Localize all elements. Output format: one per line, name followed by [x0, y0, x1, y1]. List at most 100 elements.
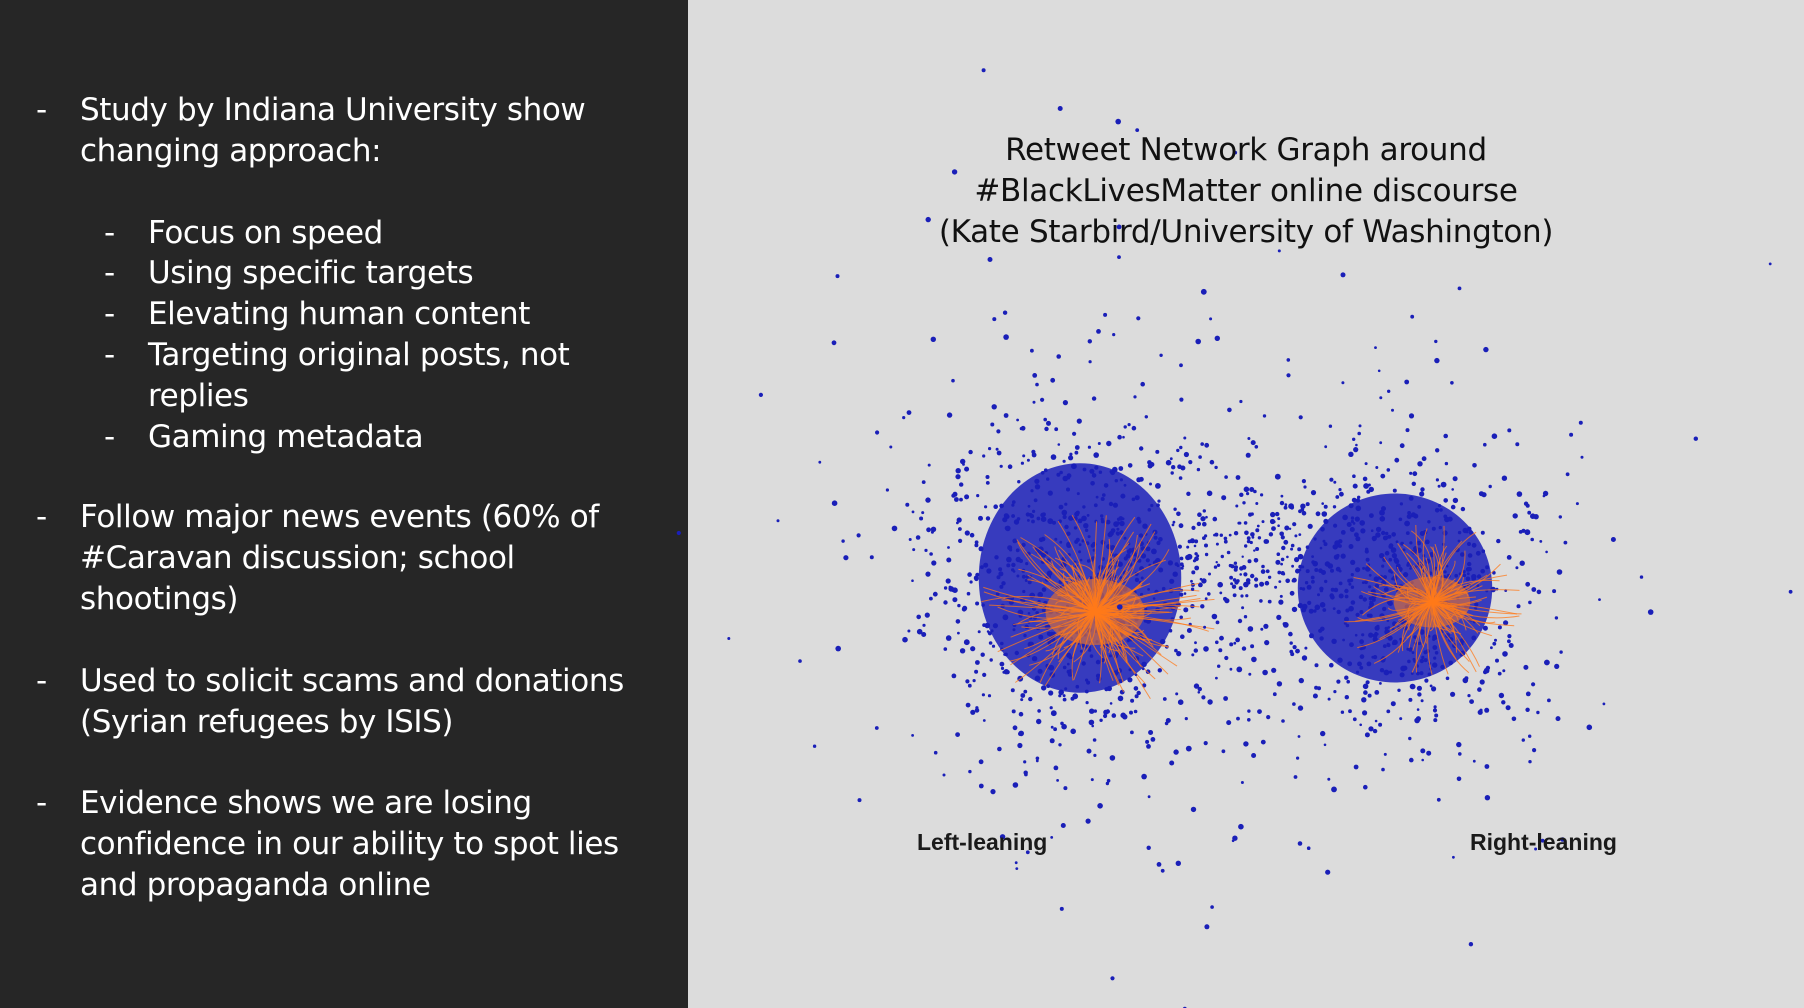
- network-node: [1073, 526, 1078, 530]
- network-node: [1028, 696, 1033, 702]
- network-node: [1050, 377, 1056, 383]
- network-node: [1245, 578, 1251, 583]
- network-node: [1209, 459, 1215, 465]
- network-node: [1354, 516, 1360, 522]
- network-node: [1324, 561, 1331, 567]
- network-node: [1344, 594, 1349, 599]
- network-node: [1400, 541, 1404, 546]
- network-node: [1058, 504, 1064, 510]
- network-node: [1323, 743, 1327, 747]
- network-node: [1025, 562, 1029, 566]
- network-node: [1234, 580, 1239, 585]
- network-node: [1457, 530, 1462, 535]
- network-node: [1071, 463, 1077, 470]
- network-node: [1179, 397, 1184, 402]
- network-node: [1395, 540, 1399, 544]
- network-node: [951, 169, 958, 175]
- network-node: [1012, 628, 1016, 632]
- network-node: [1540, 838, 1545, 843]
- network-node: [1407, 659, 1411, 664]
- network-node: [1147, 795, 1151, 799]
- network-node: [1135, 128, 1140, 133]
- network-node: [1197, 691, 1201, 694]
- network-node: [907, 629, 911, 633]
- network-node: [1352, 437, 1356, 441]
- network-node: [1245, 594, 1249, 598]
- network-node: [1501, 475, 1508, 481]
- network-node: [1409, 471, 1413, 475]
- network-node: [1243, 615, 1248, 619]
- network-node: [1200, 288, 1207, 295]
- sub-bullet-text: replies: [148, 378, 249, 414]
- network-node: [1313, 609, 1317, 613]
- network-node: [1179, 615, 1183, 620]
- network-node: [1323, 504, 1328, 509]
- network-node: [925, 216, 931, 223]
- network-node: [1275, 511, 1280, 517]
- network-node: [1168, 628, 1173, 633]
- network-node: [1386, 643, 1391, 648]
- network-node: [1023, 633, 1027, 638]
- network-node: [1133, 395, 1137, 399]
- network-node: [1524, 529, 1531, 536]
- bullet-dash: -: [104, 296, 115, 332]
- network-node: [951, 493, 956, 498]
- network-node: [1203, 741, 1208, 746]
- network-node: [1310, 575, 1315, 580]
- network-node: [1563, 540, 1568, 545]
- network-node: [1241, 646, 1247, 651]
- network-node: [1123, 483, 1127, 487]
- network-node: [989, 658, 993, 662]
- figure-title: Retweet Network Graph around #BlackLives…: [688, 130, 1804, 253]
- network-node: [1558, 515, 1563, 519]
- network-node: [925, 497, 931, 503]
- network-node: [1202, 536, 1206, 540]
- network-node: [1586, 724, 1593, 731]
- network-node: [1257, 536, 1262, 540]
- network-node: [1228, 533, 1232, 537]
- network-node: [1253, 549, 1256, 552]
- network-node: [1223, 536, 1228, 541]
- network-node: [1465, 530, 1469, 534]
- network-node: [1112, 333, 1116, 337]
- network-node: [1152, 597, 1156, 600]
- network-node: [1046, 684, 1051, 688]
- network-node: [1288, 527, 1292, 530]
- network-node: [1525, 581, 1531, 587]
- network-node: [1086, 680, 1091, 685]
- network-node: [1035, 549, 1040, 554]
- network-node: [1020, 693, 1026, 698]
- network-node: [1253, 558, 1259, 563]
- network-node: [1192, 559, 1197, 563]
- network-node: [1435, 478, 1439, 482]
- network-node: [1266, 715, 1271, 720]
- network-node: [1259, 581, 1265, 587]
- network-node: [1480, 568, 1485, 574]
- network-node: [1093, 503, 1098, 508]
- network-node: [1469, 699, 1474, 704]
- network-node: [1319, 546, 1323, 550]
- network-node: [1483, 346, 1489, 353]
- network-node: [1115, 651, 1119, 656]
- network-node: [1018, 711, 1024, 717]
- network-node: [1048, 664, 1055, 671]
- network-node: [1304, 581, 1309, 585]
- network-node: [1330, 568, 1334, 573]
- network-node: [1215, 640, 1219, 645]
- network-node: [1254, 577, 1259, 582]
- network-node: [1122, 714, 1128, 720]
- network-node: [1298, 509, 1302, 514]
- network-node: [1040, 397, 1045, 402]
- network-node: [1072, 431, 1077, 436]
- network-node: [1355, 670, 1360, 674]
- network-node: [1429, 684, 1433, 688]
- network-node: [1002, 517, 1008, 523]
- network-node: [1435, 448, 1440, 453]
- network-node: [1243, 521, 1248, 525]
- network-node: [1286, 555, 1289, 559]
- network-node: [1278, 580, 1282, 583]
- network-node: [1450, 504, 1456, 510]
- network-node: [1263, 623, 1269, 629]
- network-node: [1289, 505, 1295, 510]
- network-node: [1352, 483, 1358, 489]
